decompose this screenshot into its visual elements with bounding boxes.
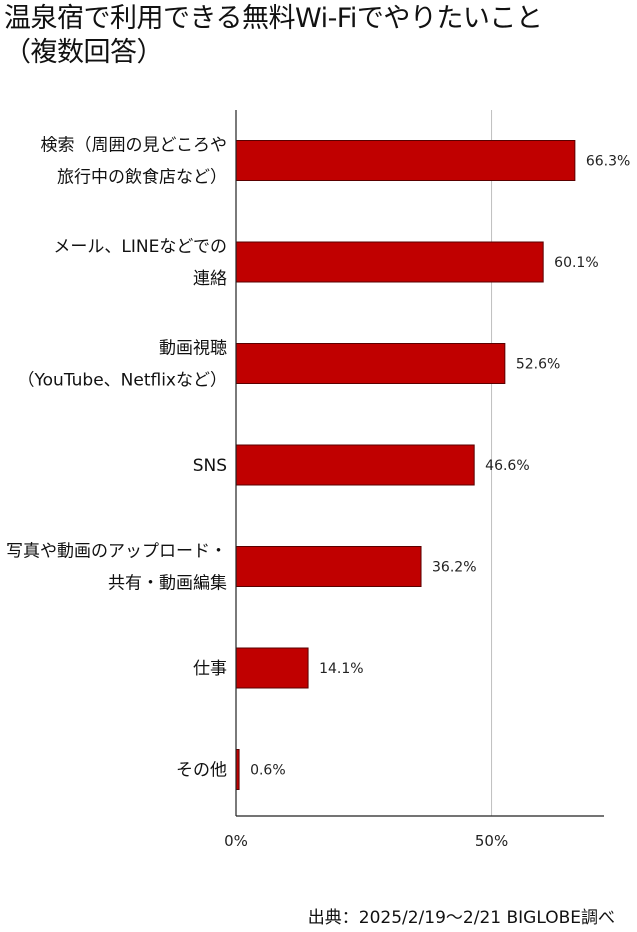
category-label-5-0: 仕事 <box>193 659 227 679</box>
source-note: 出典：2025/2/19～2/21 BIGLOBE調べ <box>307 908 615 928</box>
value-label-3: 46.6% <box>485 458 529 474</box>
category-label-6-0: その他 <box>176 761 227 781</box>
value-label-2: 52.6% <box>516 357 560 373</box>
category-label-1-0: メール、LINEなどでの <box>53 237 227 257</box>
chart-title-line-2: （複数回答） <box>4 37 164 68</box>
bar-2 <box>235 343 506 384</box>
category-label-0-0: 検索（周囲の見どころや <box>41 136 228 156</box>
bar-5 <box>235 647 309 689</box>
chart-title-line-1: 温泉宿で利用できる無料Wi-Fiでやりたいこと <box>4 3 543 34</box>
bar-4 <box>235 546 422 587</box>
value-label-6: 0.6% <box>250 763 286 779</box>
bar-0 <box>235 140 576 181</box>
bar-1 <box>235 241 544 283</box>
category-label-2-1: （YouTube、Netflixなど） <box>18 371 227 391</box>
category-label-3-0: SNS <box>193 456 227 476</box>
category-label-4-1: 共有・動画編集 <box>108 574 227 594</box>
category-label-1-1: 連絡 <box>193 269 227 289</box>
value-label-5: 14.1% <box>319 661 363 677</box>
value-label-1: 60.1% <box>554 255 598 271</box>
category-label-2-0: 動画視聴 <box>159 339 227 359</box>
x-tick-label-0: 0% <box>224 832 248 850</box>
x-tick-label-1: 50% <box>475 832 508 850</box>
bar-3 <box>235 444 475 486</box>
chart-title: 温泉宿で利用できる無料Wi-Fiでやりたいこと （複数回答） <box>4 2 634 70</box>
category-label-4-0: 写真や動画のアップロード・ <box>6 542 227 562</box>
value-label-0: 66.3% <box>586 154 630 170</box>
category-label-0-1: 旅行中の飲食店など） <box>57 168 227 188</box>
value-label-4: 36.2% <box>432 560 476 576</box>
